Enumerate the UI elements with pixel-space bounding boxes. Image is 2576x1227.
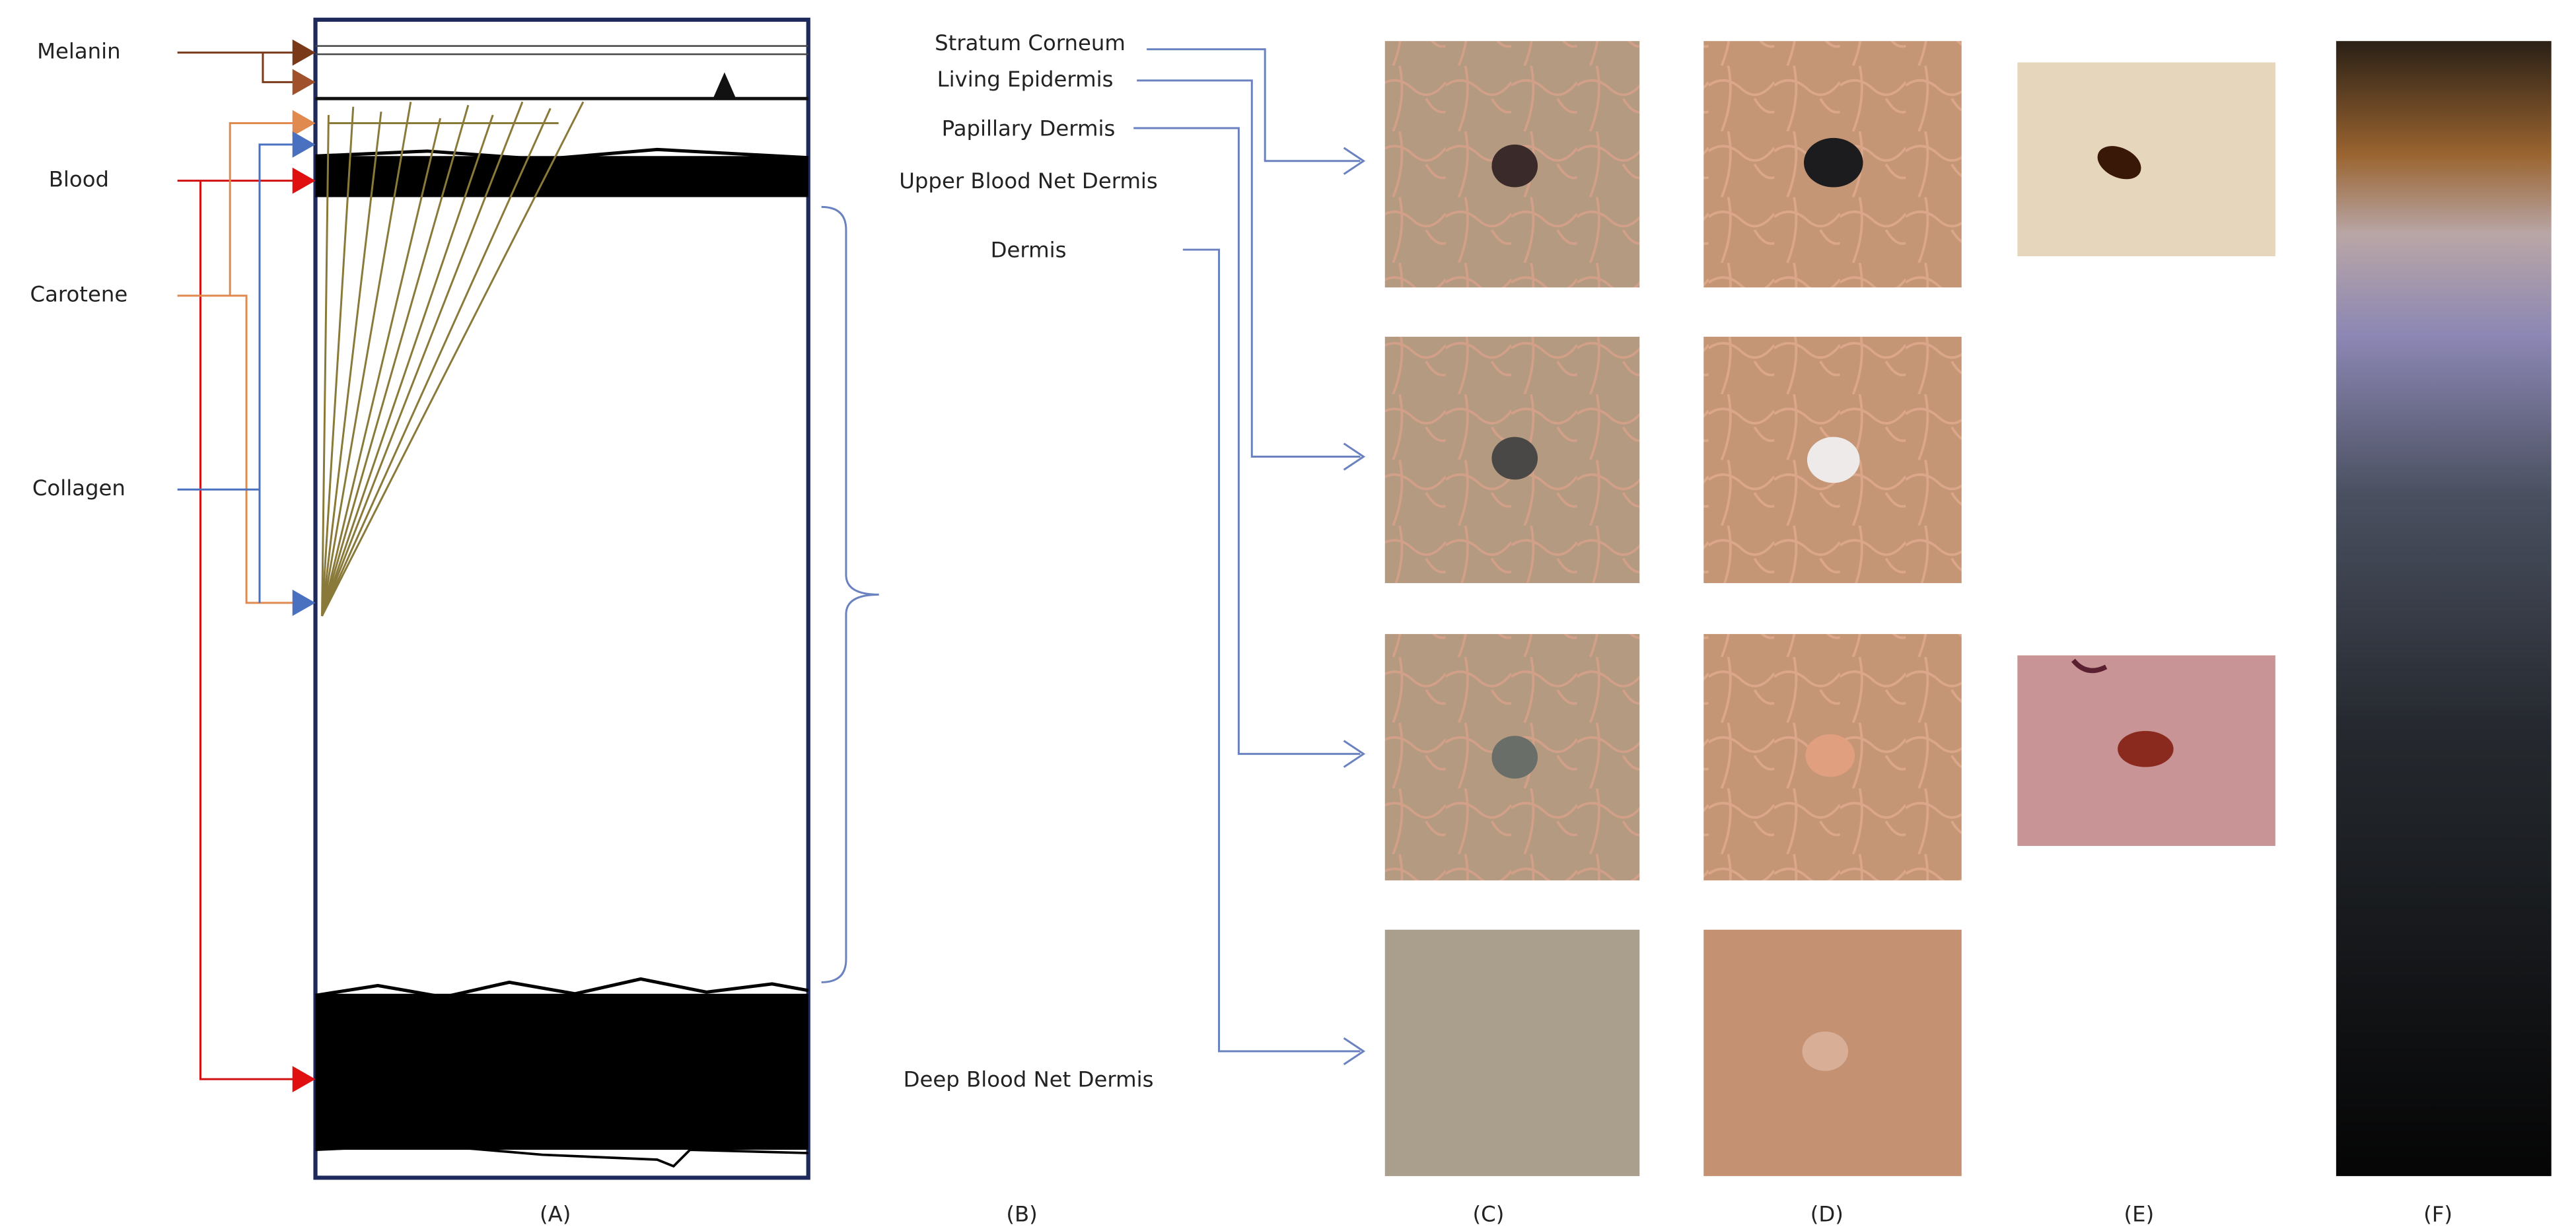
- panel-a: [316, 20, 808, 1178]
- substance-label: Melanin: [37, 39, 121, 64]
- substance-arrows: [178, 40, 316, 1092]
- page: {"substances": ["Melanin", "Blood", "Car…: [0, 0, 2576, 1227]
- layer-label: Stratum Corneum: [935, 30, 1126, 55]
- panel-d: [1703, 41, 1961, 1176]
- panel-label: (F): [2423, 1202, 2452, 1227]
- panel-label: (E): [2124, 1202, 2155, 1227]
- dermis-brace: [822, 207, 879, 982]
- panel-label: (B): [1006, 1202, 1037, 1227]
- layer-label: Upper Blood Net Dermis: [899, 168, 1158, 193]
- panel-e: [2017, 63, 2275, 846]
- substance-label: Collagen: [32, 475, 125, 501]
- layer-label: Deep Blood Net Dermis: [904, 1067, 1154, 1092]
- panel-f: [2336, 41, 2552, 1176]
- connectors: [1133, 50, 1363, 1065]
- panel-label: (D): [1810, 1202, 1843, 1227]
- panel-label: (C): [1473, 1202, 1505, 1227]
- panel-c: [1385, 41, 1640, 1176]
- substance-label: Carotene: [30, 282, 128, 307]
- substance-label: Blood: [49, 167, 109, 192]
- layer-label: Dermis: [991, 238, 1067, 263]
- layer-label: Papillary Dermis: [942, 116, 1116, 141]
- panel-label: (A): [540, 1202, 571, 1227]
- layer-label: Living Epidermis: [937, 67, 1114, 92]
- figure: Melanin Blood Carotene Collagen Stratum …: [0, 0, 2576, 1227]
